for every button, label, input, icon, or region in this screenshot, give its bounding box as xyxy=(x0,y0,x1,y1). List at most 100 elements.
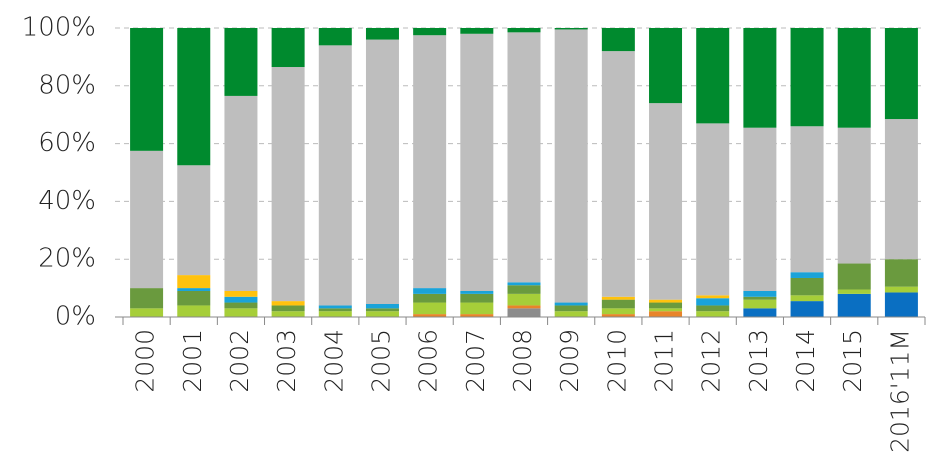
x-tick-label: 2005 xyxy=(366,329,395,393)
bar-segment xyxy=(649,302,683,309)
x-tick-label: 2006 xyxy=(414,329,443,393)
bar-segment xyxy=(649,28,683,104)
bar-segment xyxy=(743,299,777,309)
bar-segment xyxy=(271,311,305,317)
bar-segment xyxy=(271,301,305,306)
y-tick-label: 20% xyxy=(38,244,96,274)
bar-segment xyxy=(130,28,164,151)
bar-segment xyxy=(507,32,541,283)
bar-segment xyxy=(554,28,588,30)
bar-segment xyxy=(554,311,588,317)
bar-segment xyxy=(743,290,777,297)
bar-segment xyxy=(884,259,918,287)
y-tick-label: 100% xyxy=(22,13,96,43)
bar-segment xyxy=(224,302,258,309)
bar-segment xyxy=(554,29,588,303)
bar-segment xyxy=(601,299,635,309)
bar-segment xyxy=(413,35,447,289)
x-tick-label: 2015 xyxy=(838,329,867,393)
bar-segment xyxy=(130,308,164,317)
bar-segment xyxy=(837,289,871,294)
bar-segment xyxy=(601,51,635,297)
bar-segment xyxy=(365,308,399,312)
bar-segment xyxy=(884,119,918,260)
bar-segment xyxy=(649,311,683,317)
bar-segment xyxy=(507,28,541,33)
bar-segment xyxy=(460,28,494,34)
x-tick-label: 2011 xyxy=(650,329,679,393)
y-tick-label: 60% xyxy=(38,128,96,158)
bar-segment xyxy=(601,314,635,317)
bar-segment xyxy=(177,305,211,317)
bar-segment xyxy=(507,293,541,306)
bar-segment xyxy=(177,288,211,291)
bar-segment xyxy=(837,127,871,264)
bar-segment xyxy=(884,286,918,293)
bar-segment xyxy=(696,311,730,317)
bar-segment xyxy=(318,305,352,309)
bar-segment xyxy=(601,308,635,315)
x-tick-label: 2009 xyxy=(555,329,584,393)
bar-segment xyxy=(130,288,164,309)
bar-segment xyxy=(554,305,588,312)
y-tick-label: 80% xyxy=(38,70,96,100)
x-tick-label: 2014 xyxy=(791,329,820,393)
bar-segment xyxy=(224,95,258,291)
bar-segment xyxy=(460,290,494,294)
bar-segment xyxy=(696,298,730,306)
x-tick-label: 2001 xyxy=(178,329,207,393)
bar-segment xyxy=(460,314,494,317)
bar-segment xyxy=(365,39,399,304)
bar-segment xyxy=(507,285,541,294)
bar-segment xyxy=(318,28,352,46)
bar-segment xyxy=(601,296,635,300)
bar-segment xyxy=(507,308,541,317)
bar-segment xyxy=(460,302,494,315)
bar-segment xyxy=(365,28,399,40)
bar-segment xyxy=(460,293,494,303)
bar-segment xyxy=(743,28,777,128)
bar-segment xyxy=(413,28,447,36)
x-tick-label: 2016'11M xyxy=(885,329,914,453)
x-tick-label: 2003 xyxy=(272,329,301,393)
bar-segment xyxy=(413,314,447,317)
bar-segment xyxy=(743,308,777,317)
bar-segment xyxy=(790,28,824,127)
y-tick-label: 0% xyxy=(55,302,96,332)
bar-segment xyxy=(554,302,588,306)
bar-segment xyxy=(318,308,352,312)
bar-segment xyxy=(743,296,777,300)
bar-segment xyxy=(790,301,824,317)
bar-segment xyxy=(507,305,541,309)
bar-segment xyxy=(790,126,824,273)
y-tick-label: 40% xyxy=(38,186,96,216)
x-tick-label: 2002 xyxy=(225,329,254,393)
bar-segment xyxy=(271,28,305,68)
bar-segment xyxy=(130,150,164,289)
bar-segment xyxy=(837,263,871,290)
bar-segment xyxy=(507,282,541,286)
x-tick-label: 2012 xyxy=(697,329,726,393)
bar-segment xyxy=(884,292,918,317)
bar-segment xyxy=(365,311,399,317)
bar-segment xyxy=(649,308,683,312)
x-tick-label: 2013 xyxy=(744,329,773,393)
bar-segment xyxy=(837,28,871,128)
x-tick-label: 2010 xyxy=(602,329,631,393)
bar-segment xyxy=(790,277,824,296)
bar-segment xyxy=(649,103,683,300)
bar-segment xyxy=(460,33,494,291)
bar-segment xyxy=(649,299,683,303)
bar-segment xyxy=(413,288,447,294)
bar-segment xyxy=(790,295,824,302)
x-tick-label: 2007 xyxy=(461,329,490,393)
bar-segment xyxy=(413,302,447,315)
bar-segment xyxy=(271,305,305,312)
bar-segment xyxy=(365,303,399,309)
bar-segment xyxy=(884,28,918,120)
bar-segment xyxy=(696,123,730,296)
bar-segment xyxy=(837,293,871,317)
bar-segment xyxy=(318,45,352,306)
bar-segment xyxy=(743,127,777,291)
